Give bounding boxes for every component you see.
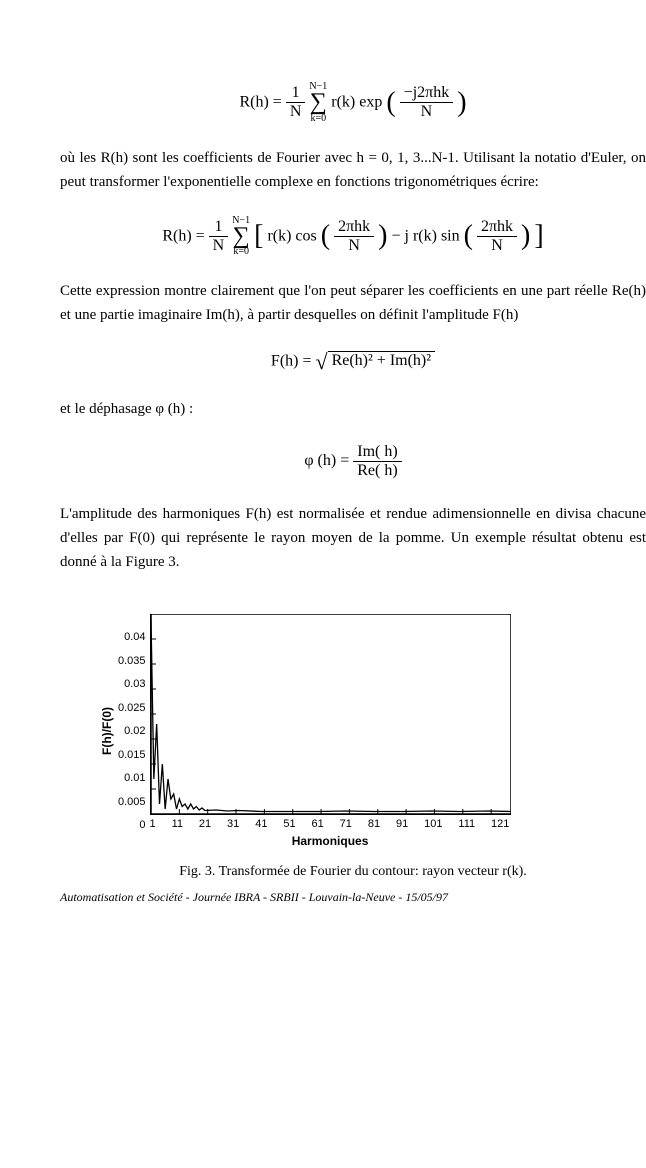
xtick-label: 71 bbox=[340, 818, 352, 830]
eq3-lhs: F(h) = bbox=[271, 353, 312, 370]
chart-series bbox=[151, 619, 511, 812]
ytick-label: 0 bbox=[118, 819, 146, 831]
ytick-label: 0.015 bbox=[118, 749, 146, 761]
para-4: L'amplitude des harmoniques F(h) est nor… bbox=[60, 502, 646, 574]
ytick-label: 0.04 bbox=[118, 631, 146, 643]
xtick-label: 31 bbox=[227, 818, 239, 830]
chart-xticks: 1112131415161718191101111121 bbox=[150, 818, 510, 830]
eq2-lhs: R(h) = bbox=[162, 227, 204, 244]
eq4-num: Im( h) bbox=[353, 443, 401, 462]
eq2-sum-bot: k=0 bbox=[232, 247, 250, 257]
equation-2: R(h) = 1 N N−1 ∑ k=0 [ r(k) cos ( 2πhk N… bbox=[60, 216, 646, 258]
eq2-sin-num: 2πhk bbox=[477, 218, 517, 237]
page-footer: Automatisation et Société - Journée IBRA… bbox=[60, 890, 646, 905]
xtick-label: 101 bbox=[424, 818, 442, 830]
xtick-label: 51 bbox=[283, 818, 295, 830]
chart-plot bbox=[150, 614, 511, 815]
figure-3: F(h)/F(0) 0.040.0350.030.0250.020.0150.0… bbox=[100, 614, 646, 848]
eq2-cos: r(k) cos bbox=[267, 227, 316, 244]
sigma-icon: ∑ bbox=[232, 226, 250, 248]
xtick-label: 121 bbox=[491, 818, 509, 830]
eq1-n: N bbox=[286, 103, 306, 121]
eq2-cos-den: N bbox=[334, 237, 374, 255]
ytick-label: 0.01 bbox=[118, 772, 146, 784]
page: R(h) = 1 N N−1 ∑ k=0 r(k) exp ( −j2πhk N… bbox=[0, 0, 646, 1168]
sigma-icon: ∑ bbox=[309, 92, 327, 114]
xtick-label: 21 bbox=[199, 818, 211, 830]
chart-ylabel: F(h)/F(0) bbox=[100, 707, 114, 755]
ytick-label: 0.025 bbox=[118, 702, 146, 714]
ytick-label: 0.02 bbox=[118, 725, 146, 737]
eq1-exp-num: −j2πhk bbox=[400, 84, 454, 103]
eq2-one: 1 bbox=[209, 218, 229, 237]
para-3: et le déphasage φ (h) : bbox=[60, 397, 646, 421]
eq1-one: 1 bbox=[286, 84, 306, 103]
eq2-minus: − j r(k) sin bbox=[391, 227, 459, 244]
radical-icon: √ bbox=[316, 349, 328, 374]
eq1-rk: r(k) exp bbox=[331, 93, 382, 110]
eq2-cos-num: 2πhk bbox=[334, 218, 374, 237]
para-1: où les R(h) sont les coefficients de Fou… bbox=[60, 146, 646, 194]
ytick-label: 0.03 bbox=[118, 678, 146, 690]
xtick-label: 1 bbox=[150, 818, 156, 830]
eq4-lhs: φ (h) = bbox=[304, 452, 349, 469]
xtick-label: 91 bbox=[396, 818, 408, 830]
ytick-label: 0.035 bbox=[118, 655, 146, 667]
ytick-label: 0.005 bbox=[118, 796, 146, 808]
eq3-radicand: Re(h)² + Im(h)² bbox=[328, 351, 435, 370]
equation-1: R(h) = 1 N N−1 ∑ k=0 r(k) exp ( −j2πhk N… bbox=[60, 82, 646, 124]
xtick-label: 81 bbox=[368, 818, 380, 830]
xtick-label: 61 bbox=[312, 818, 324, 830]
eq1-exp-den: N bbox=[400, 103, 454, 121]
chart-xlabel: Harmoniques bbox=[150, 834, 511, 848]
eq2-sin-den: N bbox=[477, 237, 517, 255]
eq2-n: N bbox=[209, 237, 229, 255]
xtick-label: 41 bbox=[255, 818, 267, 830]
xtick-label: 111 bbox=[458, 818, 475, 830]
equation-4: φ (h) = Im( h) Re( h) bbox=[60, 443, 646, 480]
eq4-den: Re( h) bbox=[353, 462, 401, 480]
eq1-lhs: R(h) = bbox=[239, 93, 281, 110]
equation-3: F(h) = √Re(h)² + Im(h)² bbox=[60, 349, 646, 375]
para-2: Cette expression montre clairement que l… bbox=[60, 279, 646, 327]
figure-caption: Fig. 3. Transformée de Fourier du contou… bbox=[60, 864, 646, 880]
xtick-label: 11 bbox=[172, 818, 183, 830]
chart-yticks: 0.04 0.035 0.03 0.025 0.02 0.015 0.01 0.005 0 bbox=[118, 631, 146, 831]
eq1-sum-bot: k=0 bbox=[309, 114, 327, 124]
